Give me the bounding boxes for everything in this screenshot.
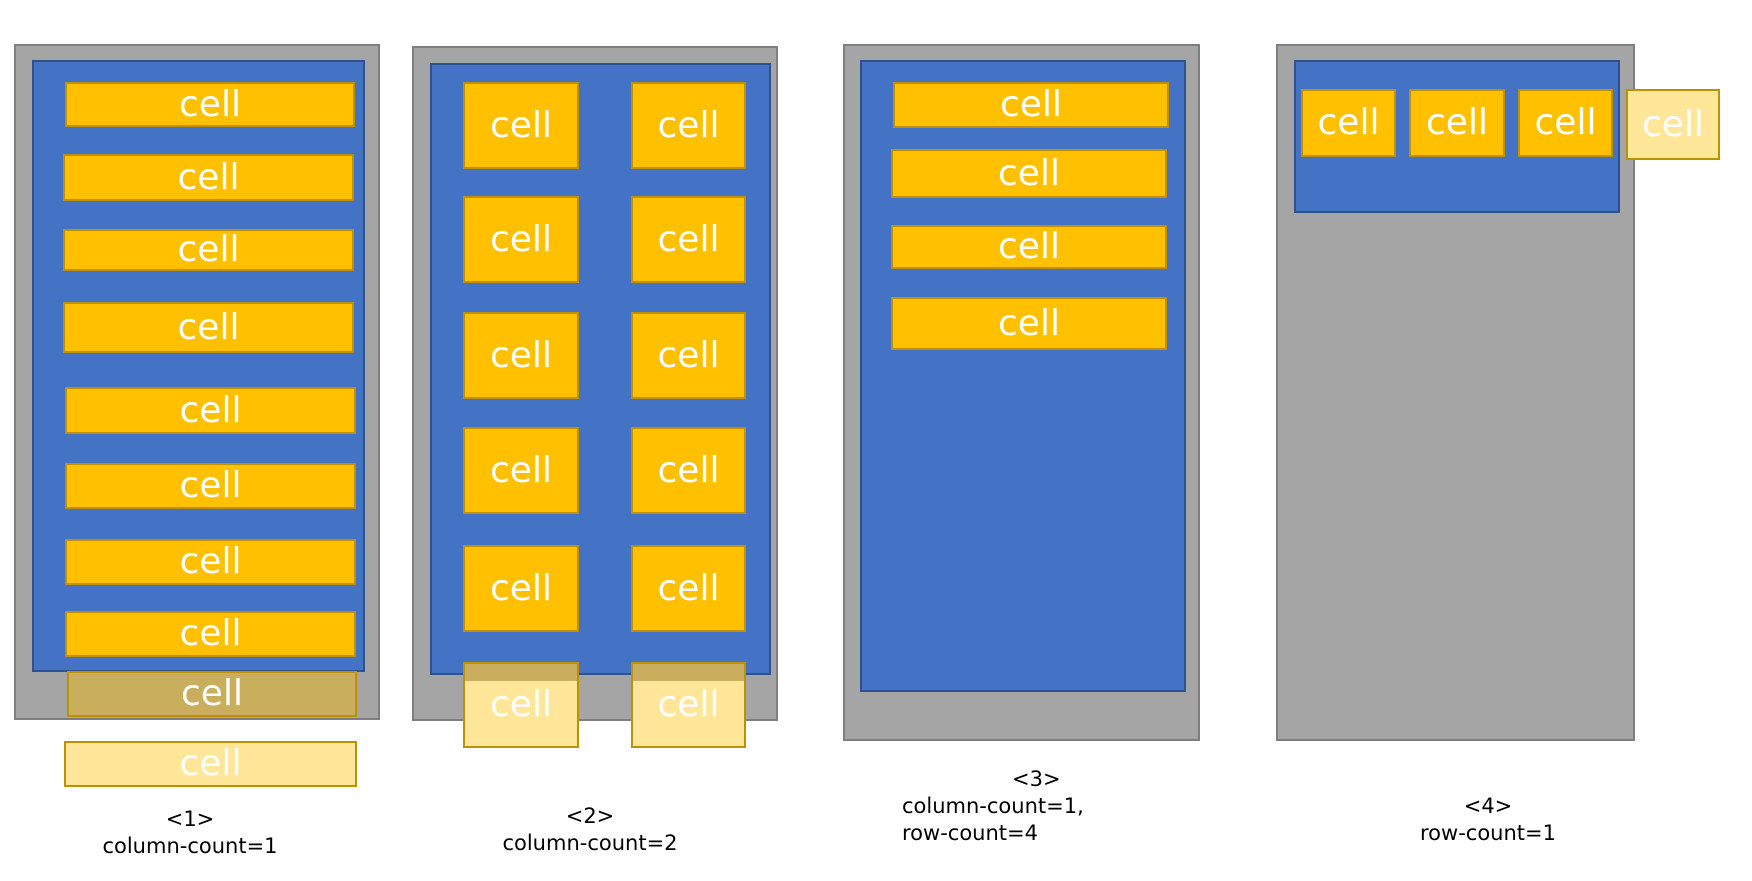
diagram-1-cell: cell (65, 387, 356, 434)
diagram-3-caption: <3> column-count=1, row-count=4 (902, 766, 1102, 847)
diagram-1-cell: cell (65, 463, 356, 509)
diagram-2-caption: <2> column-count=2 (490, 803, 690, 857)
diagram-3-cell: cell (891, 149, 1167, 198)
diagram-4-caption: <4> row-count=1 (1388, 793, 1588, 847)
diagram-2-cell: cell (631, 545, 746, 632)
diagram-1-overflow-cell: cell (64, 741, 357, 787)
diagram-1-cell: cell (65, 539, 356, 585)
diagram-3-caption-text: column-count=1, (902, 794, 1084, 818)
diagram-2-cell: cell (463, 196, 579, 283)
diagram-2-overflow-cell: cell (463, 662, 579, 748)
diagram-4-overflow-cell: cell (1626, 89, 1720, 160)
diagram-4-caption-number: <4> (1463, 794, 1513, 818)
diagram-2-caption-number: <2> (565, 804, 615, 828)
diagram-3-caption-number: <3> (1012, 767, 1061, 791)
diagram-2-cell: cell (631, 82, 746, 169)
diagram-1-cell: cell (63, 302, 354, 353)
diagram-3-caption-text-2: row-count=4 (902, 821, 1038, 845)
diagram-2-caption-text: column-count=2 (502, 831, 678, 855)
diagram-1-caption-text: column-count=1 (102, 834, 278, 858)
diagram-2-cell: cell (463, 545, 579, 632)
diagram-2-cell: cell (631, 427, 746, 514)
diagram-2-cell: cell (463, 312, 579, 399)
diagram-3-cell: cell (891, 297, 1167, 350)
diagram-4-cell: cell (1518, 89, 1613, 157)
diagram-4-cell: cell (1409, 89, 1505, 157)
diagram-1-cell: cell (63, 154, 354, 201)
diagram-4-cell: cell (1301, 89, 1396, 157)
diagram-4-caption-text: row-count=1 (1420, 821, 1556, 845)
diagram-1-caption: <1> column-count=1 (90, 806, 290, 860)
diagram-1-cell: cell (65, 82, 355, 127)
diagram-2-cell: cell (631, 196, 746, 283)
diagram-1-cell: cell (63, 229, 354, 271)
diagram-3-cell: cell (893, 82, 1169, 128)
diagram-1-caption-number: <1> (165, 807, 215, 831)
diagram-2-cell: cell (631, 312, 746, 399)
diagram-2-overflow-cell: cell (631, 662, 746, 748)
diagram-3-cell: cell (891, 225, 1167, 269)
diagram-1-overflow-cell: cell (67, 671, 357, 717)
diagram-1-cell: cell (65, 611, 356, 657)
diagram-2-cell: cell (463, 427, 579, 514)
diagram-2-cell: cell (463, 82, 579, 169)
